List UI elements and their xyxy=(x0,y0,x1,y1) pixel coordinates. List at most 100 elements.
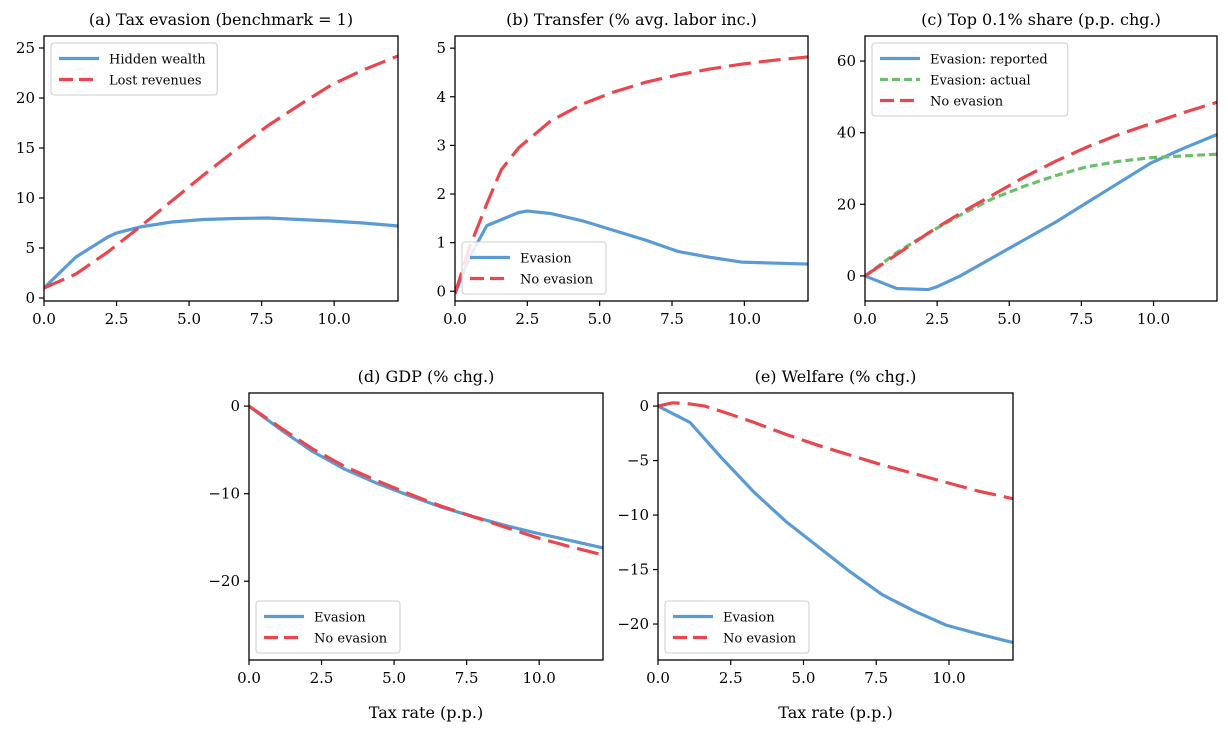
series-line-evasion xyxy=(658,404,1013,645)
panel-2: 0.0 2.5 5.0 7.5 10.0 0 20 40 60 (c) Top 0.1% shar… xyxy=(837,10,1218,328)
series-line-evasion-reported xyxy=(865,133,1217,292)
series-line-evasion xyxy=(249,404,603,550)
x-tick-label: 5.0 xyxy=(382,669,406,687)
y-tick-label: 10 xyxy=(16,189,35,207)
y-tick-label: 15 xyxy=(16,139,35,157)
x-tick-label: 2.5 xyxy=(719,669,743,687)
y-tick-label: −20 xyxy=(208,572,240,590)
panel-0: 0.0 2.5 5.0 7.5 10.0 0 5 10 15 20 25 (a) Tax evasio… xyxy=(16,10,399,328)
legend-label: Evasion xyxy=(723,611,775,626)
plot-frame xyxy=(454,35,809,302)
plot-frame xyxy=(657,392,1014,661)
plot-frame xyxy=(864,35,1218,302)
y-tick-label: 40 xyxy=(837,124,856,142)
x-tick-label: 0.0 xyxy=(443,310,467,328)
legend-label: No evasion xyxy=(314,632,388,647)
panel-4: 0.0 2.5 5.0 7.5 10.0 0 −5 −10 −15 −20 (e) Welfare … xyxy=(617,367,1014,722)
series-group xyxy=(865,100,1217,292)
series-line-evasion-actual xyxy=(865,152,1217,278)
y-tick-label: −20 xyxy=(617,615,649,633)
series-line-no-evasion xyxy=(455,55,808,295)
y-tick-label: 0 xyxy=(846,267,856,285)
series-group xyxy=(249,404,603,557)
y-tick-label: 4 xyxy=(436,88,446,106)
y-tick-label: 0 xyxy=(436,282,446,300)
x-tick-label: 7.5 xyxy=(864,669,888,687)
panel-title: (a) Tax evasion (benchmark = 1) xyxy=(89,10,353,29)
x-axis-label: Tax rate (p.p.) xyxy=(369,703,483,722)
y-tick-label: 0 xyxy=(639,397,649,415)
x-tick-label: 10.0 xyxy=(522,669,555,687)
x-tick-label: 10.0 xyxy=(317,310,350,328)
y-tick-label: 20 xyxy=(16,89,35,107)
panel-title: (e) Welfare (% chg.) xyxy=(755,367,917,386)
x-tick-label: 2.5 xyxy=(105,310,129,328)
y-tick-label: 2 xyxy=(436,185,446,203)
series-group xyxy=(455,55,808,295)
legend-label: Evasion: actual xyxy=(930,74,1031,89)
legend-box xyxy=(871,42,1069,117)
y-tick-label: 25 xyxy=(16,39,35,57)
x-tick-label: 0.0 xyxy=(32,310,56,328)
x-tick-label: 5.0 xyxy=(177,310,201,328)
x-tick-label: 7.5 xyxy=(250,310,274,328)
x-tick-label: 5.0 xyxy=(997,310,1021,328)
x-tick-label: 10.0 xyxy=(1137,310,1170,328)
y-tick-label: 60 xyxy=(837,52,856,70)
y-tick-label: 20 xyxy=(837,195,856,213)
series-group xyxy=(44,54,398,290)
y-tick-label: 1 xyxy=(436,234,446,252)
panel-3: 0.0 2.5 5.0 7.5 10.0 0 −10 −20 (d) GDP (% chg.) T… xyxy=(208,367,604,722)
series-group xyxy=(658,401,1013,645)
series-line-no-evasion xyxy=(658,401,1013,501)
legend-label: Lost revenues xyxy=(109,74,202,89)
y-tick-label: 5 xyxy=(436,39,446,57)
panel-title: (d) GDP (% chg.) xyxy=(358,367,495,386)
plot-frame xyxy=(248,392,604,661)
x-axis-label: Tax rate (p.p.) xyxy=(778,703,892,722)
x-tick-label: 0.0 xyxy=(237,669,261,687)
y-tick-label: −10 xyxy=(617,506,649,524)
series-line-no-evasion xyxy=(249,404,603,557)
x-tick-label: 7.5 xyxy=(1069,310,1093,328)
legend-label: No evasion xyxy=(930,95,1004,110)
series-line-no-evasion xyxy=(865,100,1217,278)
legend: Evasion: reported Evasion: actual No evasi… xyxy=(871,42,1069,117)
legend: Evasion No evasion xyxy=(461,241,607,295)
y-tick-label: 3 xyxy=(436,136,446,154)
legend-box xyxy=(664,600,810,654)
y-tick-label: −10 xyxy=(208,485,240,503)
plot-frame xyxy=(43,35,399,302)
y-tick-label: 0 xyxy=(230,397,240,415)
panel-1: 0.0 2.5 5.0 7.5 10.0 0 1 2 3 4 5 (b) Transfer (% av… xyxy=(436,10,809,328)
legend-label: Evasion: reported xyxy=(930,53,1048,68)
legend-label: No evasion xyxy=(723,632,797,647)
legend-label: Hidden wealth xyxy=(109,53,206,68)
series-line-evasion xyxy=(455,209,808,295)
x-tick-label: 5.0 xyxy=(792,669,816,687)
y-tick-label: −15 xyxy=(617,561,649,579)
x-tick-label: 2.5 xyxy=(310,669,334,687)
legend-label: Evasion xyxy=(520,252,572,267)
legend-box xyxy=(255,600,401,654)
panel-title: (b) Transfer (% avg. labor inc.) xyxy=(506,10,757,29)
y-tick-label: 5 xyxy=(25,239,35,257)
x-tick-label: 0.0 xyxy=(646,669,670,687)
x-tick-label: 2.5 xyxy=(515,310,539,328)
y-tick-label: −5 xyxy=(627,452,649,470)
x-tick-label: 10.0 xyxy=(932,669,965,687)
legend-box xyxy=(50,42,218,96)
series-line-lost-revenues xyxy=(44,54,398,290)
x-tick-label: 7.5 xyxy=(455,669,479,687)
panel-title: (c) Top 0.1% share (p.p. chg.) xyxy=(921,10,1161,29)
x-tick-label: 10.0 xyxy=(728,310,761,328)
legend: Evasion No evasion xyxy=(255,600,401,654)
x-tick-label: 5.0 xyxy=(588,310,612,328)
legend-label: Evasion xyxy=(314,611,366,626)
legend-box xyxy=(461,241,607,295)
x-tick-label: 2.5 xyxy=(925,310,949,328)
legend: Hidden wealth Lost revenues xyxy=(50,42,218,96)
x-tick-label: 7.5 xyxy=(660,310,684,328)
x-tick-label: 0.0 xyxy=(853,310,877,328)
